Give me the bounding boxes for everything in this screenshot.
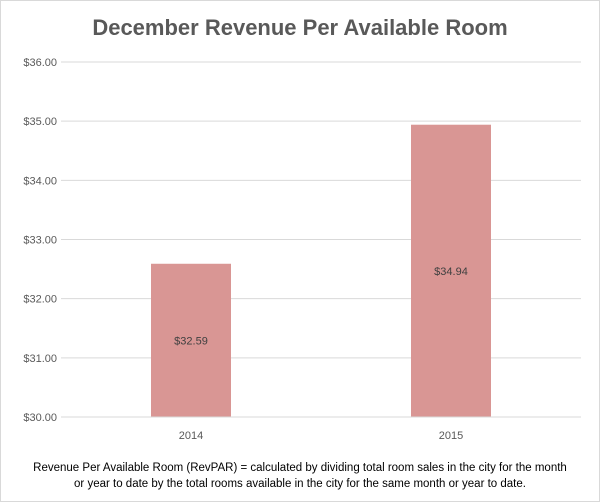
chart-title: December Revenue Per Available Room bbox=[92, 15, 508, 40]
bar-2015 bbox=[411, 124, 491, 417]
y-tick-label: $30.00 bbox=[23, 412, 57, 424]
bar-2014 bbox=[151, 263, 231, 417]
data-label: $34.94 bbox=[434, 266, 468, 278]
footnote-line-1: Revenue Per Available Room (RevPAR) = ca… bbox=[33, 462, 567, 474]
footnote-line-2: or year to date by the total rooms avail… bbox=[74, 478, 526, 490]
footnote: Revenue Per Available Room (RevPAR) = ca… bbox=[1, 460, 599, 492]
x-tick-label: 2014 bbox=[179, 430, 203, 442]
y-tick-label: $35.00 bbox=[23, 116, 57, 128]
y-tick-label: $36.00 bbox=[23, 57, 57, 69]
y-tick-label: $34.00 bbox=[23, 175, 57, 187]
data-label: $32.59 bbox=[174, 335, 208, 347]
x-tick-label: 2015 bbox=[439, 430, 463, 442]
y-tick-label: $32.00 bbox=[23, 294, 57, 306]
y-tick-label: $31.00 bbox=[23, 353, 57, 365]
bar-chart: $30.00 $31.00 $32.00 $33.00 $34.00 $35.00 $36.… bbox=[23, 57, 581, 442]
y-tick-label: $33.00 bbox=[23, 235, 57, 247]
